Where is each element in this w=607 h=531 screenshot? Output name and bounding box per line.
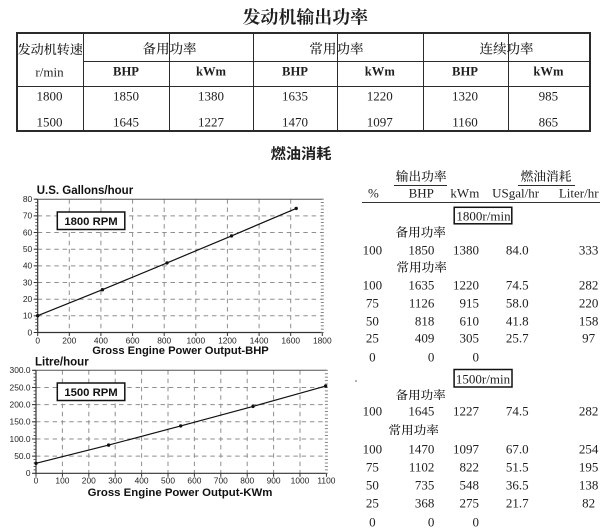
svg-text:1200: 1200 bbox=[218, 336, 237, 346]
svg-text:800: 800 bbox=[240, 476, 254, 486]
svg-text:Gross Engine Power Output-BHP: Gross Engine Power Output-BHP bbox=[92, 345, 269, 357]
svg-text:100.0: 100.0 bbox=[10, 434, 31, 444]
svg-text:900: 900 bbox=[267, 476, 281, 486]
svg-text:80: 80 bbox=[23, 194, 33, 204]
svg-text:1000: 1000 bbox=[186, 336, 205, 346]
svg-text:1800: 1800 bbox=[313, 336, 332, 346]
svg-text:200: 200 bbox=[82, 476, 96, 486]
svg-text:200: 200 bbox=[62, 336, 76, 346]
svg-text:40: 40 bbox=[23, 261, 33, 271]
svg-text:Litre/hour: Litre/hour bbox=[35, 356, 89, 368]
svg-text:400: 400 bbox=[94, 336, 108, 346]
svg-text:60: 60 bbox=[23, 227, 33, 237]
svg-text:150.0: 150.0 bbox=[10, 417, 31, 427]
svg-text:600: 600 bbox=[126, 336, 140, 346]
svg-text:20: 20 bbox=[23, 294, 33, 304]
svg-text:Gross Engine Power Output-KWm: Gross Engine Power Output-KWm bbox=[88, 487, 273, 499]
svg-text:700: 700 bbox=[214, 476, 228, 486]
svg-text:600: 600 bbox=[187, 476, 201, 486]
svg-text:1100: 1100 bbox=[317, 476, 335, 486]
svg-text:0: 0 bbox=[34, 476, 39, 486]
svg-text:10: 10 bbox=[23, 311, 33, 321]
svg-text:300: 300 bbox=[108, 476, 122, 486]
svg-text:300.0: 300.0 bbox=[10, 365, 31, 375]
svg-text:100: 100 bbox=[55, 476, 69, 486]
svg-text:200.0: 200.0 bbox=[10, 399, 31, 409]
svg-text:500: 500 bbox=[161, 476, 175, 486]
svg-text:1000: 1000 bbox=[291, 476, 310, 486]
svg-text:0: 0 bbox=[26, 468, 31, 478]
svg-text:0: 0 bbox=[35, 336, 40, 346]
svg-text:1500 RPM: 1500 RPM bbox=[64, 387, 117, 399]
svg-text:50.0: 50.0 bbox=[14, 451, 31, 461]
svg-text:U.S. Gallons/hour: U.S. Gallons/hour bbox=[37, 185, 134, 197]
svg-text:250.0: 250.0 bbox=[10, 382, 31, 392]
svg-text:1600: 1600 bbox=[281, 336, 300, 346]
svg-text:1800 RPM: 1800 RPM bbox=[64, 216, 117, 228]
svg-text:30: 30 bbox=[23, 277, 33, 287]
svg-text:70: 70 bbox=[23, 211, 33, 221]
svg-text:1400: 1400 bbox=[250, 336, 269, 346]
svg-text:800: 800 bbox=[157, 336, 171, 346]
svg-text:0: 0 bbox=[28, 327, 33, 337]
svg-text:400: 400 bbox=[135, 476, 149, 486]
svg-text:50: 50 bbox=[23, 244, 33, 254]
